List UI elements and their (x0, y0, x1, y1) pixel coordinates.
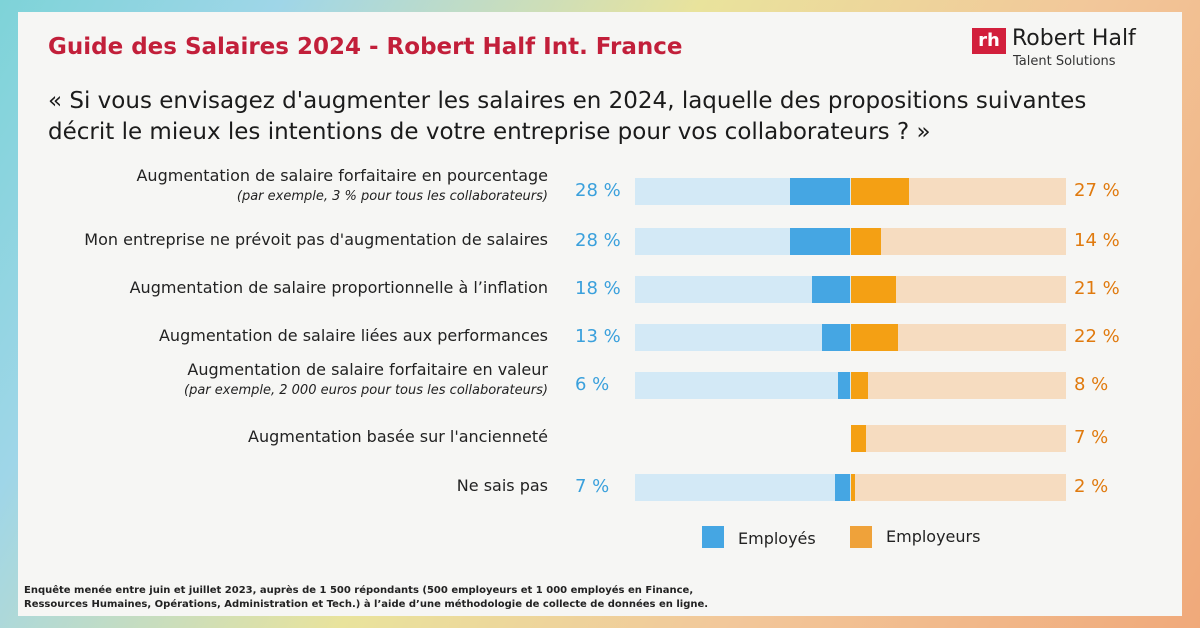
employes-bar (837, 372, 851, 399)
category-label: Augmentation de salaire liées aux perfor… (159, 326, 548, 345)
employes-bar (811, 276, 851, 303)
category-label: Ne sais pas (457, 476, 548, 495)
employeurs-value-label: 21 % (1074, 278, 1120, 299)
employeurs-bar (850, 276, 896, 303)
employes-value-label: 28 % (575, 180, 621, 201)
bar-track (635, 425, 1066, 452)
legend-swatch-employes (702, 526, 724, 548)
employes-bar-background (635, 474, 851, 501)
category-label: Augmentation de salaire proportionnelle … (130, 278, 548, 297)
category-label: Mon entreprise ne prévoit pas d'augmenta… (84, 230, 548, 249)
employeurs-value-label: 2 % (1074, 476, 1109, 497)
bar-track (635, 372, 1066, 399)
employeurs-bar-background (850, 425, 1066, 452)
employeurs-bar (850, 425, 866, 452)
employes-value-label: 13 % (575, 326, 621, 347)
employeurs-bar (850, 372, 868, 399)
bar-track (635, 228, 1066, 255)
employes-bar-background (635, 324, 851, 351)
bar-track (635, 324, 1066, 351)
employes-bar (835, 474, 851, 501)
category-label-text: Mon entreprise ne prévoit pas d'augmenta… (84, 230, 548, 249)
employeurs-bar-background (850, 372, 1066, 399)
bar-track (635, 276, 1066, 303)
employes-value-label: 28 % (575, 230, 621, 251)
category-label: Augmentation basée sur l'ancienneté (248, 427, 548, 446)
employes-value-label: 6 % (575, 374, 610, 395)
legend-label-employeurs: Employeurs (886, 527, 981, 546)
employeurs-value-label: 22 % (1074, 326, 1120, 347)
employeurs-bar (850, 228, 881, 255)
employeurs-value-label: 14 % (1074, 230, 1120, 251)
category-label-text: Augmentation de salaire proportionnelle … (129, 278, 548, 297)
employes-bar (790, 178, 851, 205)
category-label-text: Augmentation de salaire forfaitaire en p… (136, 166, 548, 185)
employeurs-bar (850, 324, 898, 351)
employeurs-bar-background (850, 228, 1066, 255)
logo-mark: rh (972, 28, 1006, 54)
logo-name: Robert Half (1012, 26, 1136, 51)
category-label-text: Ne sais pas (456, 476, 548, 495)
employeurs-value-label: 8 % (1074, 374, 1109, 395)
robert-half-logo: rh Robert Half Talent Solutions (972, 26, 1152, 72)
legend-swatch-employeurs (850, 526, 872, 548)
category-label: Augmentation de salaire forfaitaire en p… (136, 166, 548, 204)
page-title: Guide des Salaires 2024 - Robert Half In… (48, 34, 683, 60)
category-label-text: Augmentation basée sur l'ancienneté (248, 427, 548, 446)
infographic-panel: Guide des Salaires 2024 - Robert Half In… (18, 12, 1182, 616)
employes-bar (790, 228, 851, 255)
category-label-text: Augmentation de salaire forfaitaire en v… (187, 360, 548, 379)
category-label-example: (par exemple, 2 000 euros pour tous les … (184, 383, 548, 398)
employes-bar (822, 324, 851, 351)
employeurs-bar-background (850, 474, 1066, 501)
employes-value-label: 7 % (575, 476, 610, 497)
employes-value-label: 18 % (575, 278, 621, 299)
employeurs-bar (850, 178, 909, 205)
employeurs-value-label: 7 % (1074, 427, 1109, 448)
employeurs-bar (850, 474, 855, 501)
employes-bar-background (635, 372, 851, 399)
bar-track (635, 474, 1066, 501)
bar-track (635, 178, 1066, 205)
category-label: Augmentation de salaire forfaitaire en v… (184, 360, 548, 398)
employeurs-value-label: 27 % (1074, 180, 1120, 201)
category-label-example: (par exemple, 3 % pour tous les collabor… (236, 189, 548, 204)
legend-label-employes: Employés (738, 529, 816, 548)
survey-footnote: Enquête menée entre juin et juillet 2023… (24, 585, 709, 610)
category-label-text: Augmentation de salaire liées aux perfor… (158, 326, 548, 345)
logo-subtitle: Talent Solutions (1013, 54, 1116, 69)
survey-question: « Si vous envisagez d'augmenter les sala… (48, 88, 1087, 145)
